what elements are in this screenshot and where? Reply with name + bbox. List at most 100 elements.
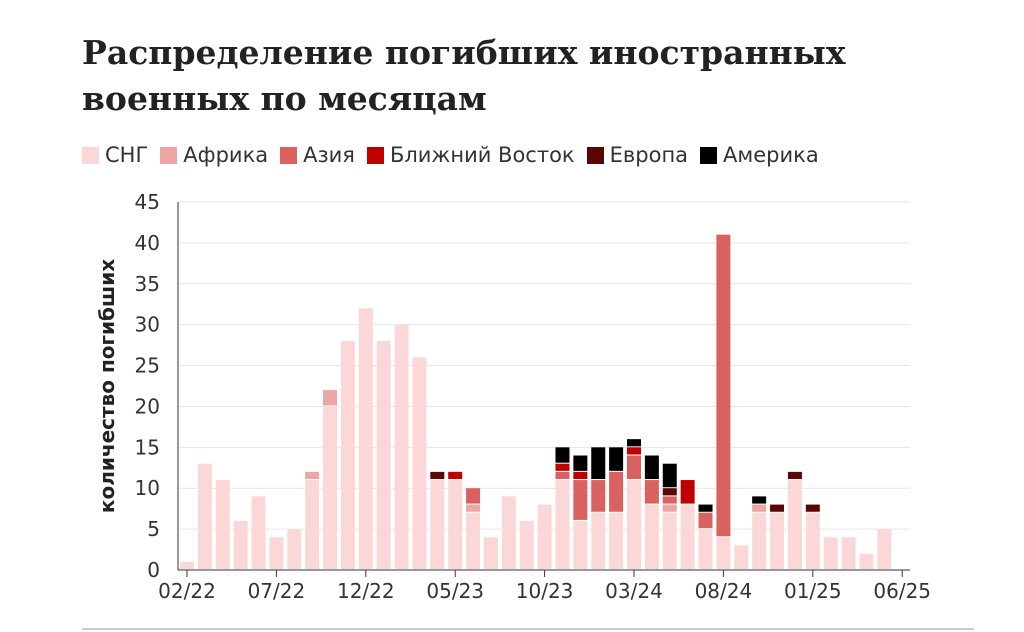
x-tick-label-03-24: 03/24 bbox=[605, 579, 663, 603]
legend-item-middle-east: Ближний Восток bbox=[366, 143, 575, 167]
bar-11-24-series-0 bbox=[770, 512, 785, 569]
legend-item-asia: Азия bbox=[280, 143, 355, 167]
legend-swatch-africa bbox=[160, 146, 178, 164]
bar-04-24-series-2 bbox=[644, 480, 659, 504]
bar-04-24-series-5 bbox=[644, 455, 659, 480]
bar-03-24-series-5 bbox=[627, 439, 641, 447]
bar-05-25-series-0 bbox=[877, 529, 892, 569]
x-tick-label-01-25: 01/25 bbox=[784, 579, 842, 603]
legend-label-middle-east: Ближний Восток bbox=[389, 143, 575, 167]
legend-swatch-asia bbox=[280, 146, 298, 164]
legend-item-africa: Африка bbox=[160, 143, 268, 167]
bar-12-23-series-2 bbox=[573, 480, 588, 520]
legend-swatch-cis bbox=[82, 146, 99, 164]
bar-12-23-series-3 bbox=[573, 471, 588, 480]
bar-04-22-series-0 bbox=[215, 480, 230, 569]
x-tick-label-12-22: 12/22 bbox=[337, 579, 395, 603]
legend: СНГ Африка Азия Ближний Восток Европа Ам… bbox=[82, 142, 831, 168]
bar-05-24-series-0 bbox=[662, 512, 677, 569]
legend-item-europe: Европа bbox=[586, 143, 688, 167]
x-tick-label-02-22: 02/22 bbox=[158, 579, 216, 603]
bar-03-25-series-0 bbox=[841, 537, 856, 569]
bar-03-24-series-3 bbox=[627, 447, 641, 455]
x-tick-label-10-23: 10/23 bbox=[516, 579, 574, 603]
bar-10-22-series-1 bbox=[323, 390, 338, 406]
legend-item-america: Америка bbox=[700, 143, 819, 167]
legend-swatch-america bbox=[700, 146, 718, 164]
bar-10-24-series-5 bbox=[752, 496, 767, 504]
legend-label-africa: Африка bbox=[183, 143, 269, 167]
bar-04-23-series-4 bbox=[430, 471, 445, 480]
bar-01-24-series-2 bbox=[591, 480, 606, 512]
bar-06-23-series-2 bbox=[466, 488, 481, 504]
bar-05-24-series-4 bbox=[662, 488, 677, 496]
bar-07-24-series-2 bbox=[698, 512, 713, 529]
bar-11-22-series-0 bbox=[340, 341, 355, 569]
legend-label-america: Америка bbox=[723, 143, 819, 167]
bar-07-24-series-0 bbox=[698, 529, 713, 569]
bar-04-25-series-0 bbox=[859, 553, 874, 569]
bar-07-23-series-0 bbox=[483, 537, 498, 569]
bar-04-23-series-0 bbox=[430, 480, 445, 569]
bar-02-24-series-0 bbox=[609, 512, 624, 569]
bar-01-24-series-0 bbox=[591, 512, 606, 569]
bar-02-24-series-5 bbox=[609, 447, 624, 471]
bar-09-24-series-0 bbox=[734, 545, 749, 569]
bar-03-23-series-0 bbox=[412, 357, 427, 569]
bar-12-23-series-0 bbox=[573, 520, 588, 569]
bar-05-24-series-5 bbox=[662, 463, 677, 488]
y-tick-label-20: 20 bbox=[135, 394, 160, 418]
bar-03-24-series-2 bbox=[627, 455, 641, 480]
bar-02-23-series-0 bbox=[394, 324, 409, 569]
bar-01-24-series-5 bbox=[591, 447, 606, 480]
bar-11-24-series-4 bbox=[770, 504, 785, 512]
x-tick-label-05-23: 05/23 bbox=[426, 579, 484, 603]
bar-12-23-series-5 bbox=[573, 455, 588, 471]
bar-01-23-series-0 bbox=[376, 341, 391, 569]
bar-02-22-series-0 bbox=[180, 561, 194, 569]
y-tick-label-15: 15 bbox=[135, 435, 160, 459]
bar-11-23-series-2 bbox=[555, 471, 570, 480]
bar-10-22-series-0 bbox=[323, 406, 338, 569]
bar-01-25-series-4 bbox=[805, 504, 820, 512]
bar-11-23-series-3 bbox=[555, 463, 570, 471]
legend-swatch-middle-east bbox=[366, 146, 384, 164]
y-tick-label-45: 45 bbox=[135, 190, 160, 214]
legend-label-cis: СНГ bbox=[105, 143, 149, 167]
bar-09-22-series-0 bbox=[305, 480, 320, 569]
bar-07-22-series-0 bbox=[269, 537, 284, 569]
x-tick-label-06-25: 06/25 bbox=[873, 579, 931, 603]
bar-04-24-series-0 bbox=[644, 504, 659, 569]
bar-08-24-series-2 bbox=[716, 234, 731, 537]
legend-label-asia: Азия bbox=[303, 143, 355, 167]
bar-08-22-series-0 bbox=[287, 529, 302, 569]
bar-12-24-series-4 bbox=[787, 471, 802, 480]
bar-03-24-series-0 bbox=[627, 480, 641, 569]
bar-10-24-series-1 bbox=[752, 504, 767, 512]
bar-05-24-series-1 bbox=[662, 504, 677, 512]
bar-05-22-series-0 bbox=[233, 520, 248, 569]
bar-10-24-series-0 bbox=[752, 512, 767, 569]
bar-08-23-series-0 bbox=[501, 496, 516, 569]
chart-title: Распределение погибших иностранных военн… bbox=[82, 33, 846, 118]
bar-12-24-series-0 bbox=[787, 480, 802, 569]
bar-05-23-series-0 bbox=[448, 480, 463, 569]
y-tick-label-25: 25 bbox=[135, 354, 160, 378]
bar-10-23-series-0 bbox=[537, 504, 552, 569]
bar-05-24-series-2 bbox=[662, 496, 677, 504]
y-tick-label-40: 40 bbox=[135, 231, 160, 255]
bar-06-23-series-1 bbox=[466, 504, 481, 512]
bar-06-23-series-0 bbox=[466, 512, 481, 569]
bar-06-22-series-0 bbox=[251, 496, 266, 569]
y-tick-label-30: 30 bbox=[135, 313, 160, 337]
y-tick-label-35: 35 bbox=[135, 272, 160, 296]
bottom-divider bbox=[82, 628, 974, 630]
y-axis-title: количество погибших bbox=[95, 259, 119, 513]
x-tick-label-08-24: 08/24 bbox=[695, 579, 753, 603]
y-tick-label-5: 5 bbox=[147, 517, 160, 541]
bar-11-23-series-0 bbox=[555, 480, 570, 569]
bar-11-23-series-5 bbox=[555, 447, 570, 463]
bar-05-23-series-3 bbox=[448, 471, 463, 480]
bar-02-25-series-0 bbox=[823, 537, 838, 569]
